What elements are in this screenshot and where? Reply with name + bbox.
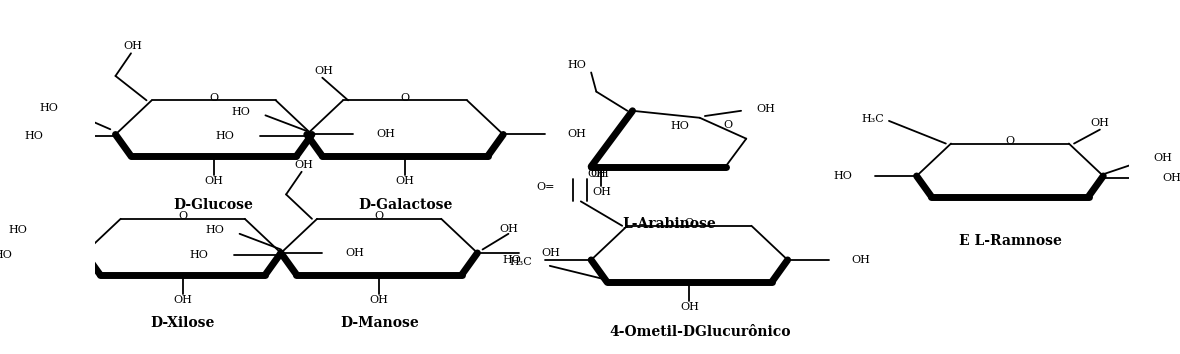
Text: OH: OH xyxy=(852,255,871,265)
Text: OH: OH xyxy=(1162,173,1180,183)
Text: HO: HO xyxy=(502,255,520,265)
Text: OH: OH xyxy=(568,130,586,139)
Text: O: O xyxy=(209,92,218,103)
Text: O=: O= xyxy=(537,182,555,193)
Text: HO: HO xyxy=(0,250,12,260)
Text: O: O xyxy=(1005,136,1015,146)
Text: D-Galactose: D-Galactose xyxy=(358,198,452,212)
Text: OH: OH xyxy=(590,169,609,178)
Text: HO: HO xyxy=(205,225,224,235)
Text: HO: HO xyxy=(568,61,586,70)
Text: 4-Ometil-DGlucurônico: 4-Ometil-DGlucurônico xyxy=(609,325,791,339)
Text: OH: OH xyxy=(1090,118,1109,129)
Text: OH: OH xyxy=(1153,153,1172,163)
Text: OH: OH xyxy=(204,176,223,186)
Text: HO: HO xyxy=(833,171,852,181)
Text: H₃C: H₃C xyxy=(510,257,532,267)
Text: HO: HO xyxy=(216,131,235,141)
Text: O: O xyxy=(178,211,188,221)
Text: HO: HO xyxy=(190,250,209,260)
Text: OH: OH xyxy=(586,169,605,178)
Text: O: O xyxy=(400,92,409,103)
Text: OH: OH xyxy=(756,104,775,114)
Text: H₃C: H₃C xyxy=(861,114,884,124)
Text: O: O xyxy=(723,120,733,130)
Text: OH: OH xyxy=(314,66,333,76)
Text: OH: OH xyxy=(369,295,388,305)
Text: OH: OH xyxy=(499,224,518,234)
Text: OH: OH xyxy=(592,187,611,196)
Text: HO: HO xyxy=(40,103,59,113)
Text: OH: OH xyxy=(542,248,560,258)
Text: OH: OH xyxy=(345,248,363,258)
Text: O: O xyxy=(374,211,384,221)
Text: OH: OH xyxy=(124,41,143,51)
Text: OH: OH xyxy=(173,295,192,305)
Text: D-Manose: D-Manose xyxy=(340,316,419,330)
Text: OH: OH xyxy=(376,130,395,139)
Text: E L-Ramnose: E L-Ramnose xyxy=(958,234,1061,249)
Text: D-Glucose: D-Glucose xyxy=(173,198,254,212)
Text: O: O xyxy=(684,218,694,228)
Text: D-Xilose: D-Xilose xyxy=(151,316,215,330)
Text: HO: HO xyxy=(8,225,27,235)
Text: OH: OH xyxy=(680,302,699,312)
Text: OH: OH xyxy=(294,160,313,170)
Text: HO: HO xyxy=(25,131,44,141)
Text: OH: OH xyxy=(395,176,414,186)
Text: HO: HO xyxy=(670,121,689,131)
Text: L-Arabinose: L-Arabinose xyxy=(622,217,715,231)
Text: HO: HO xyxy=(231,107,250,117)
